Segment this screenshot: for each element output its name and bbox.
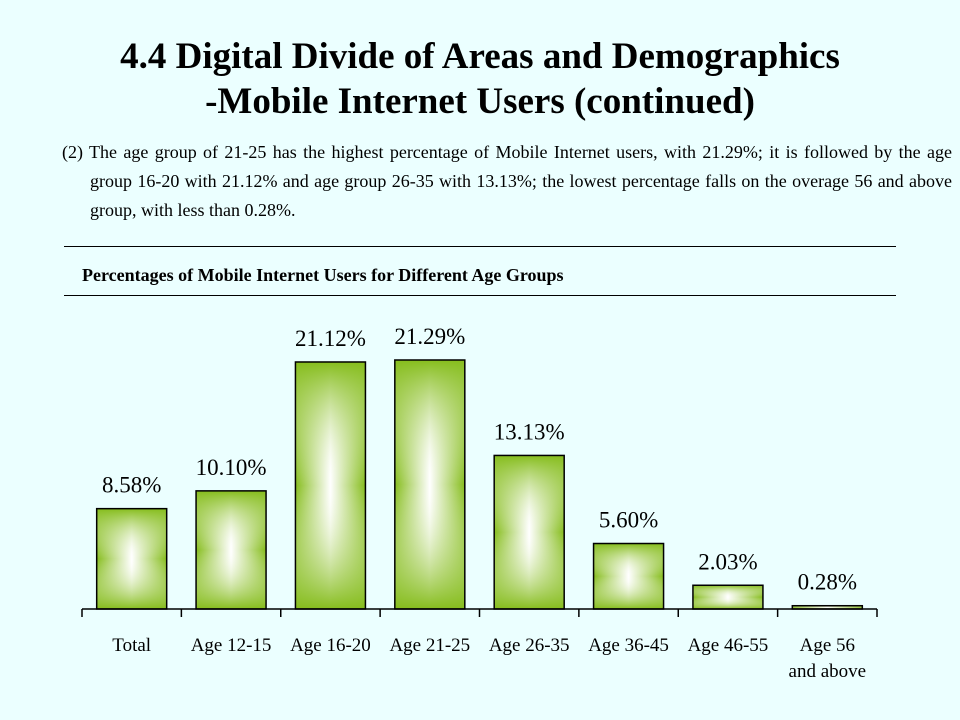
bar-shade-1 (95, 507, 168, 610)
value-label-3: 21.12% (295, 326, 366, 351)
page-title: 4.4 Digital Divide of Areas and Demograp… (0, 34, 960, 124)
bar-7 (692, 584, 764, 610)
bar-3 (294, 361, 367, 610)
value-label-1: 8.58% (102, 473, 161, 498)
x-tick-label-1: Total (112, 635, 151, 656)
page-title-line2: -Mobile Internet Users (continued) (205, 81, 755, 122)
description-paragraph: (2) The age group of 21-25 has the highe… (62, 138, 952, 225)
bar-6 (592, 542, 665, 610)
bars-layer (95, 359, 864, 610)
bar-2 (195, 490, 267, 610)
bar-shade-7 (692, 584, 764, 610)
value-label-2: 10.10% (196, 455, 267, 480)
description-text: (2) The age group of 21-25 has the highe… (62, 142, 952, 220)
value-label-5: 13.13% (494, 419, 565, 444)
bar-1 (95, 507, 168, 610)
bar-shade-6 (592, 542, 665, 610)
bar-shade-5 (493, 454, 565, 610)
chart-title-rule-bottom (64, 295, 896, 296)
x-tick-label-3: Age 16-20 (290, 635, 371, 656)
x-tick-label-5: Age 26-35 (489, 635, 570, 656)
page-title-line1: 4.4 Digital Divide of Areas and Demograp… (120, 36, 840, 77)
x-tick-label-7: Age 46-55 (688, 635, 769, 656)
value-labels-layer: 8.58% 10.10% 21.12% 21.29% 13.13% 5.60% 2.03% 0… (102, 324, 857, 595)
bar-shade-2 (195, 490, 267, 610)
bar-5 (493, 454, 565, 610)
x-tick-label-8-line2: and above (789, 661, 867, 682)
bar-4 (394, 359, 466, 610)
bar-shade-3 (294, 361, 367, 610)
value-label-4: 21.29% (394, 324, 465, 349)
value-label-6: 5.60% (599, 508, 658, 533)
chart-title: Percentages of Mobile Internet Users for… (82, 265, 564, 285)
x-axis: Total Age 12-15 Age 16-20 Age 21-25 Age 26-3… (81, 608, 878, 682)
value-label-8: 0.28% (798, 570, 857, 595)
bar-shade-4 (394, 359, 466, 610)
x-tick-label-2: Age 12-15 (191, 635, 272, 656)
x-tick-label-8: Age 56 (800, 635, 855, 656)
x-tick-label-4: Age 21-25 (389, 635, 470, 656)
x-tick-label-6: Age 36-45 (588, 635, 669, 656)
chart-title-rule-top (64, 246, 896, 247)
value-label-7: 2.03% (698, 549, 757, 574)
